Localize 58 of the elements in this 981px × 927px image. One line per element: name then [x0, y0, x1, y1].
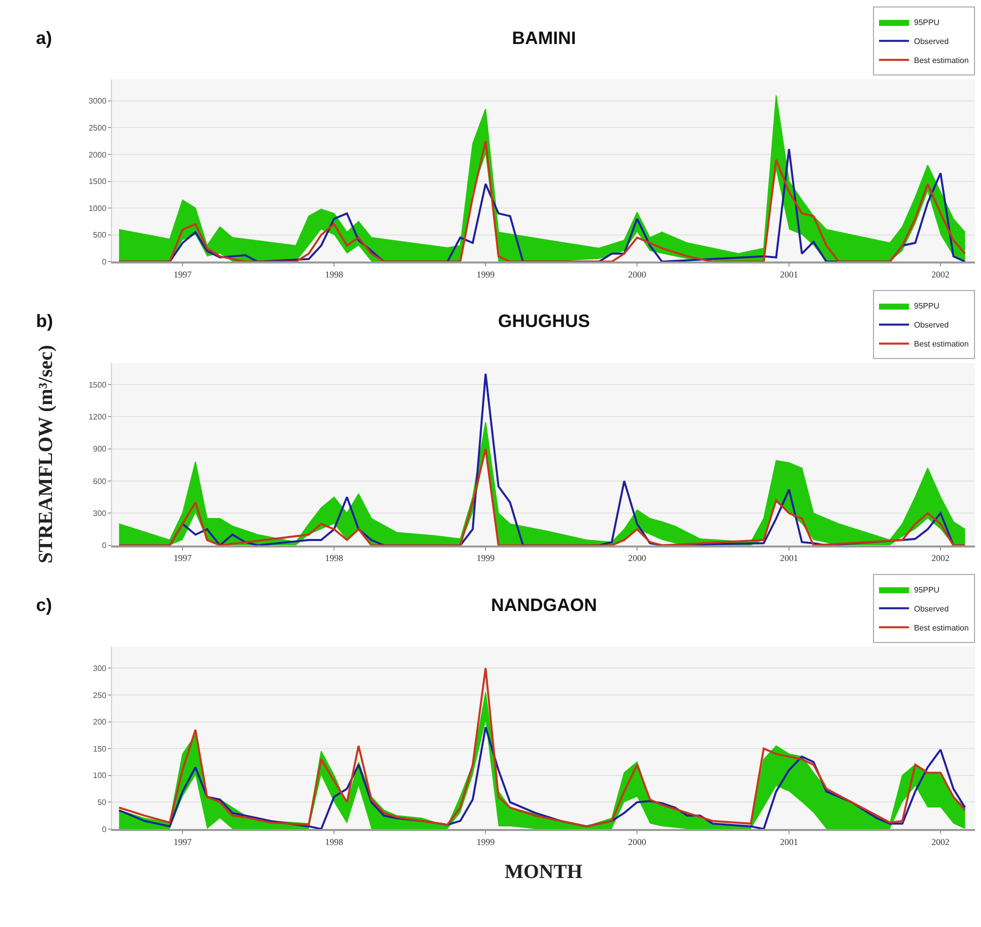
- y-tick-label: 300: [93, 664, 107, 673]
- text: c): [36, 595, 52, 615]
- legend-label: Best estimation: [914, 623, 969, 632]
- x-tick-label: 1998: [325, 269, 344, 280]
- x-tick-label: 2001: [780, 553, 798, 564]
- y-tick-label: 100: [93, 771, 107, 780]
- y-tick-label: 1200: [88, 412, 107, 422]
- line-series: [118, 448, 966, 546]
- x-tick-label: 2000: [628, 553, 647, 564]
- text: a): [36, 28, 52, 48]
- y-tick-label: 150: [93, 744, 107, 754]
- y-tick-label: 250: [93, 690, 107, 700]
- x-axis-title: MONTH: [504, 860, 583, 883]
- y-tick-label: 0: [102, 824, 107, 834]
- x-tick-label: 1999: [476, 269, 496, 280]
- x-tick-label: 1997: [174, 553, 192, 564]
- x-tick-label: 2002: [932, 553, 950, 564]
- y-tick-label: 50: [97, 798, 107, 807]
- legend-label: Best estimation: [914, 340, 969, 349]
- y-tick-label: 0: [102, 541, 107, 550]
- legend-label: 95PPU: [914, 302, 940, 311]
- legend-label: 95PPU: [914, 585, 940, 594]
- y-axis-title: STREAMFLOW (m³/sec): [35, 345, 58, 564]
- legend-label: Observed: [914, 320, 949, 330]
- y-tick-label: 3000: [88, 96, 107, 106]
- y-tick-label: 1500: [88, 380, 107, 390]
- line-series: [118, 667, 966, 828]
- x-tick-label: 2000: [628, 269, 647, 280]
- x-tick-label: 2000: [628, 836, 647, 847]
- legend-label: Observed: [914, 37, 949, 46]
- x-tick-label: 2002: [932, 836, 950, 847]
- x-tick-label: 1997: [174, 269, 192, 280]
- chart-title: GHUGHUS: [498, 311, 590, 331]
- x-tick-label: 1998: [325, 836, 344, 847]
- y-tick-label: 600: [93, 476, 107, 486]
- y-tick-label: 1500: [88, 177, 107, 186]
- y-tick-label: 500: [93, 230, 107, 240]
- x-tick-label: 1997: [174, 836, 192, 847]
- y-tick-label: 0: [102, 257, 107, 266]
- y-tick-label: 900: [93, 444, 107, 454]
- legend-label: Best estimation: [914, 56, 969, 66]
- x-tick-label: 2001: [780, 836, 798, 847]
- x-tick-label: 2002: [932, 269, 950, 280]
- legend-label: 95PPU: [914, 18, 940, 28]
- x-tick-label: 1998: [325, 553, 344, 564]
- chart-title: BAMINI: [512, 28, 576, 48]
- text: b): [36, 311, 53, 331]
- x-tick-label: 2001: [780, 269, 798, 280]
- y-tick-label: 2500: [88, 123, 107, 132]
- x-tick-label: 1999: [476, 836, 496, 847]
- x-tick-label: 1999: [476, 553, 496, 564]
- y-tick-label: 200: [93, 718, 107, 727]
- y-tick-label: 2000: [88, 150, 107, 160]
- chart-title: NANDGAON: [491, 595, 597, 615]
- line-series: [118, 726, 966, 830]
- y-tick-label: 1000: [88, 204, 107, 213]
- y-tick-label: 300: [93, 508, 107, 518]
- legend-label: Observed: [914, 604, 949, 614]
